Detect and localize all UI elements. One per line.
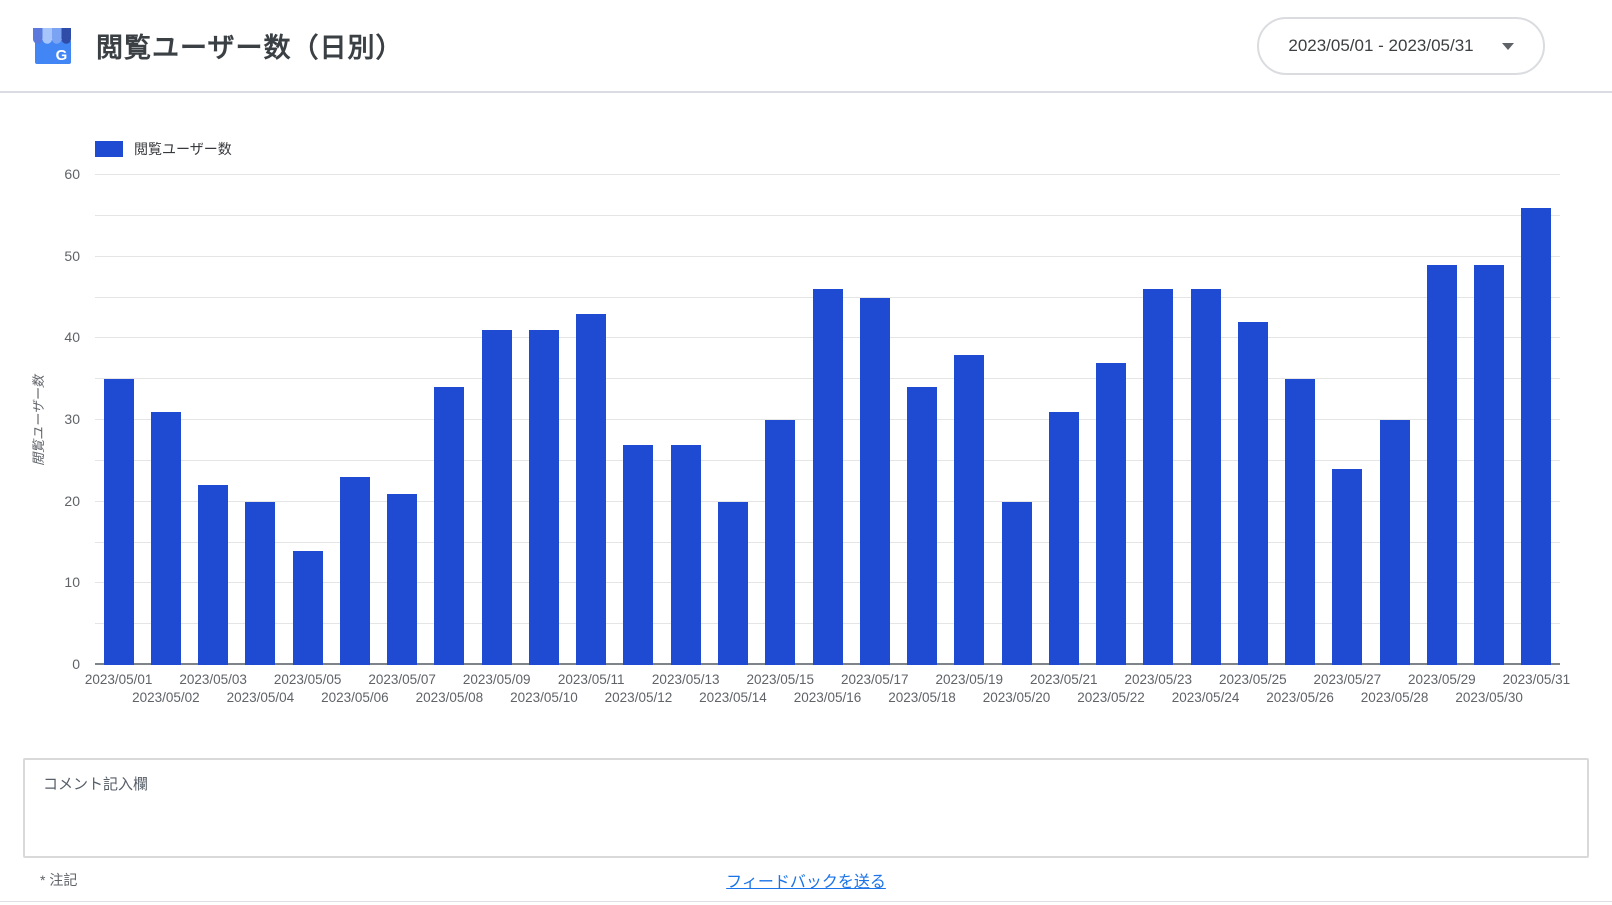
x-axis-tick-label: 2023/05/30	[1455, 690, 1523, 705]
bar-2023/05/24[interactable]	[1190, 289, 1221, 665]
comment-input[interactable]: コメント記入欄	[23, 758, 1589, 858]
bar-2023/05/17[interactable]	[859, 297, 890, 665]
x-axis-tick-label: 2023/05/11	[557, 672, 625, 687]
x-axis-tick-labels: 2023/05/01 2023/05/02 2023/05/03 2023/05/04…	[85, 175, 1570, 715]
bar-2023/05/27[interactable]	[1332, 469, 1363, 665]
bar-2023/05/21[interactable]	[1048, 411, 1079, 665]
bar-2023/05/12[interactable]	[623, 444, 654, 665]
comment-input-label: コメント記入欄	[43, 776, 149, 793]
bar-2023/05/11[interactable]	[576, 313, 607, 665]
date-range-selector[interactable]: 2023/05/01 - 2023/05/31	[1257, 17, 1545, 75]
x-axis-tick-label: 2023/05/31	[1502, 672, 1571, 687]
bar-2023/05/18[interactable]	[907, 387, 938, 665]
feedback-row: フィードバックを送る	[0, 868, 1612, 892]
bar-2023/05/13[interactable]	[670, 444, 701, 665]
x-axis-tick-label: 2023/05/22	[1077, 690, 1145, 705]
x-axis-tick-label: 2023/05/28	[1360, 690, 1429, 705]
footnote: * 注記	[40, 872, 78, 888]
gridline	[95, 214, 1560, 216]
y-axis-tick-labels: 0 10 20 30 40 50 60	[38, 166, 80, 672]
x-axis-tick-label: 2023/05/23	[1124, 672, 1193, 687]
x-axis-tick-label: 2023/05/04	[226, 690, 295, 705]
y-axis-tick-label: 10	[64, 574, 80, 591]
x-axis-tick-label: 2023/05/09	[462, 672, 531, 687]
legend-swatch	[95, 141, 123, 157]
x-axis-tick-label: 2023/05/13	[651, 672, 720, 687]
y-axis-tick-label: 20	[64, 492, 80, 509]
bar-2023/05/06[interactable]	[339, 477, 370, 665]
y-axis-tick-label: 50	[64, 247, 80, 264]
gridline	[95, 174, 1560, 175]
y-axis-tick-label: 0	[72, 656, 80, 672]
x-axis-tick-label: 2023/05/27	[1313, 672, 1382, 687]
bar-2023/05/28[interactable]	[1379, 420, 1410, 665]
bar-2023/05/23[interactable]	[1143, 289, 1174, 665]
y-axis-tick-label: 40	[64, 329, 80, 346]
x-axis-tick-label: 2023/05/19	[935, 672, 1004, 687]
bar-2023/05/02[interactable]	[150, 411, 181, 665]
bar-2023/05/26[interactable]	[1285, 379, 1316, 665]
bar-2023/05/16[interactable]	[812, 289, 843, 665]
x-axis-tick-label: 2023/05/24	[1171, 690, 1240, 705]
x-axis-tick-label: 2023/05/06	[321, 690, 389, 705]
x-axis-tick-label: 2023/05/08	[415, 690, 484, 705]
bar-2023/05/19[interactable]	[954, 354, 985, 665]
x-axis-tick-label: 2023/05/12	[604, 690, 673, 705]
bar-2023/05/22[interactable]	[1096, 362, 1127, 665]
bottom-divider	[0, 901, 1612, 902]
google-business-profile-icon: G	[33, 27, 71, 64]
header: G 閲覧ユーザー数（日別） 2023/05/01 - 2023/05/31	[0, 0, 1612, 93]
y-axis-tick-label: 60	[64, 166, 80, 182]
page-title: 閲覧ユーザー数（日別）	[96, 33, 404, 63]
x-axis-tick-label: 2023/05/15	[746, 672, 815, 687]
bar-2023/05/03[interactable]	[198, 485, 229, 665]
x-axis-tick-label: 2023/05/16	[793, 690, 862, 705]
bar-2023/05/08[interactable]	[434, 387, 465, 665]
x-axis-tick-label: 2023/05/29	[1408, 672, 1476, 687]
bar-2023/05/01[interactable]	[103, 379, 134, 665]
x-axis-tick-label: 2023/05/01	[84, 672, 153, 687]
caret-down-icon	[1501, 42, 1514, 50]
x-axis-tick-label: 2023/05/10	[510, 690, 578, 705]
x-axis-tick-label: 2023/05/26	[1266, 690, 1334, 705]
send-feedback-link[interactable]: フィードバックを送る	[726, 874, 886, 891]
bar-2023/05/15[interactable]	[765, 420, 796, 665]
date-range-value: 2023/05/01 - 2023/05/31	[1288, 36, 1474, 55]
x-axis-tick-label: 2023/05/02	[132, 690, 200, 705]
legend-label: 閲覧ユーザー数	[134, 141, 232, 157]
x-axis-tick-label: 2023/05/14	[699, 690, 767, 705]
x-axis-tick-label: 2023/05/03	[179, 672, 247, 687]
x-axis-tick-label: 2023/05/07	[368, 672, 436, 687]
bar-2023/05/31[interactable]	[1521, 207, 1552, 665]
bar-2023/05/09[interactable]	[481, 330, 512, 665]
bar-2023/05/30[interactable]	[1474, 264, 1505, 665]
bar-2023/05/29[interactable]	[1426, 264, 1457, 665]
bar-2023/05/20[interactable]	[1001, 501, 1032, 665]
bar-2023/05/14[interactable]	[717, 501, 748, 665]
y-axis-tick-label: 30	[64, 411, 80, 427]
x-axis-tick-label: 2023/05/05	[273, 672, 342, 687]
bar-chart-plot-area	[95, 174, 1560, 665]
x-axis-tick-label: 2023/05/25	[1219, 672, 1287, 687]
bar-2023/05/04[interactable]	[245, 501, 276, 665]
bar-2023/05/25[interactable]	[1237, 322, 1268, 665]
x-axis-tick-label: 2023/05/18	[888, 690, 956, 705]
x-axis-tick-label: 2023/05/20	[982, 690, 1051, 705]
bar-2023/05/07[interactable]	[387, 493, 418, 665]
bar-2023/05/10[interactable]	[528, 330, 559, 665]
chart-legend: 閲覧ユーザー数	[95, 139, 232, 159]
gridline	[95, 255, 1560, 257]
bar-2023/05/05[interactable]	[292, 550, 323, 665]
svg-text:G: G	[56, 47, 68, 64]
x-axis-tick-label: 2023/05/21	[1029, 672, 1098, 687]
x-axis-tick-label: 2023/05/17	[840, 672, 909, 687]
